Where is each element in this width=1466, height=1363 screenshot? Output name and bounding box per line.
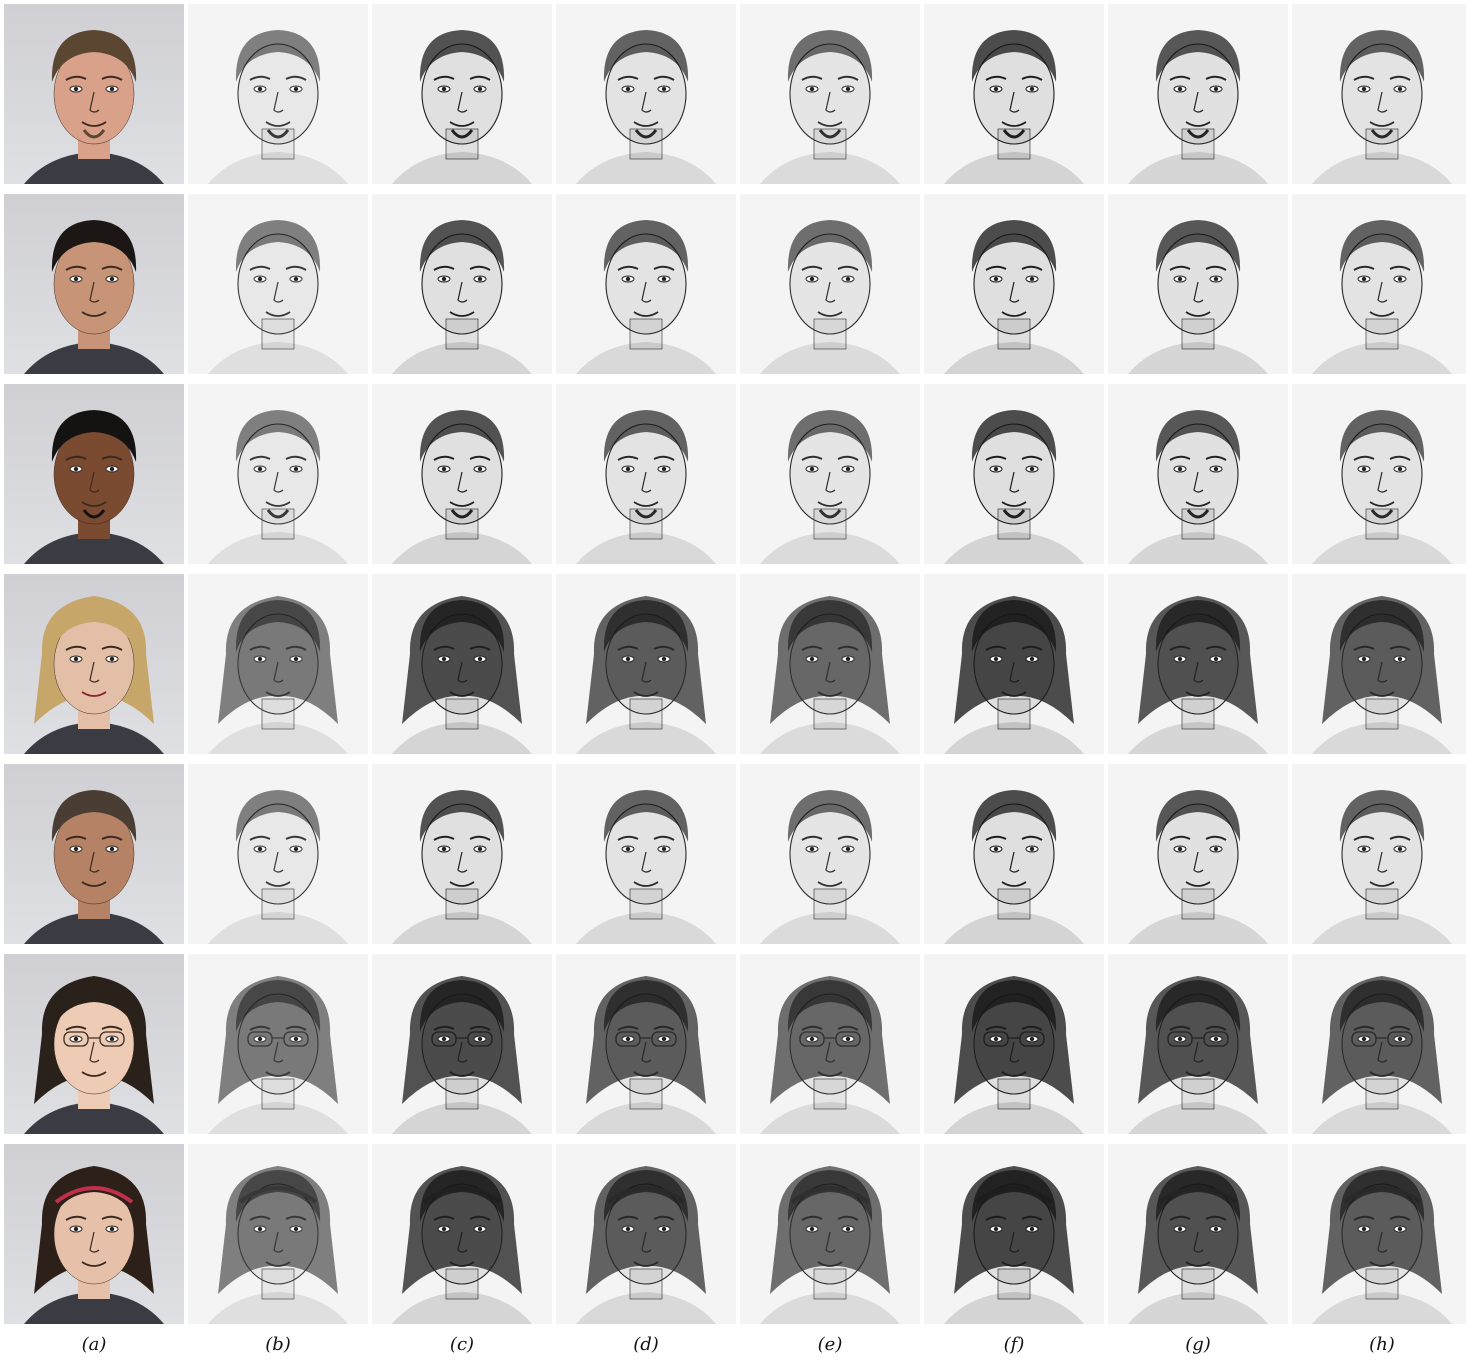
face-image (556, 574, 736, 754)
face-image (372, 954, 552, 1134)
face-image (4, 764, 184, 944)
face-image (924, 194, 1104, 374)
face-image (740, 4, 920, 184)
face-image (188, 4, 368, 184)
face-image (188, 1144, 368, 1324)
face-image (1108, 1144, 1288, 1324)
face-image (740, 764, 920, 944)
face-image (924, 4, 1104, 184)
face-image (372, 4, 552, 184)
face-image (372, 764, 552, 944)
column-labels: (a) (b) (c) (d) (e) (f) (g) (h) (0, 1330, 1466, 1360)
face-image (1108, 384, 1288, 564)
face-image (1292, 574, 1466, 754)
face-image (4, 574, 184, 754)
face-image (556, 194, 736, 374)
face-image (188, 764, 368, 944)
label-d: (d) (633, 1334, 659, 1355)
face-image (556, 764, 736, 944)
face-image (1292, 384, 1466, 564)
label-g: (g) (1185, 1334, 1211, 1355)
face-image (372, 384, 552, 564)
face-image (4, 194, 184, 374)
face-image (556, 1144, 736, 1324)
face-image (1292, 764, 1466, 944)
label-a: (a) (81, 1334, 107, 1355)
face-image (740, 574, 920, 754)
face-image (1108, 194, 1288, 374)
face-image (740, 1144, 920, 1324)
face-image (4, 1144, 184, 1324)
face-image (1292, 1144, 1466, 1324)
face-image (4, 954, 184, 1134)
face-image (1108, 954, 1288, 1134)
face-image (924, 764, 1104, 944)
face-image (372, 1144, 552, 1324)
face-image (924, 1144, 1104, 1324)
label-c: (c) (449, 1334, 475, 1355)
label-b: (b) (265, 1334, 291, 1355)
face-image (188, 954, 368, 1134)
face-image (188, 574, 368, 754)
face-image (1108, 4, 1288, 184)
label-f: (f) (1003, 1334, 1025, 1355)
face-image (372, 194, 552, 374)
face-image (556, 384, 736, 564)
face-image (740, 194, 920, 374)
face-image (1108, 764, 1288, 944)
face-image (924, 384, 1104, 564)
face-image (188, 194, 368, 374)
label-e: (e) (817, 1334, 843, 1355)
face-image (740, 384, 920, 564)
face-image (924, 574, 1104, 754)
face-image (1292, 194, 1466, 374)
face-image (1108, 574, 1288, 754)
figure-grid (4, 4, 1466, 1324)
label-h: (h) (1369, 1334, 1395, 1355)
face-image (1292, 954, 1466, 1134)
face-image (372, 574, 552, 754)
face-image (4, 4, 184, 184)
face-image (740, 954, 920, 1134)
face-image (556, 954, 736, 1134)
face-image (1292, 4, 1466, 184)
face-image (556, 4, 736, 184)
face-image (924, 954, 1104, 1134)
face-image (188, 384, 368, 564)
face-image (4, 384, 184, 564)
